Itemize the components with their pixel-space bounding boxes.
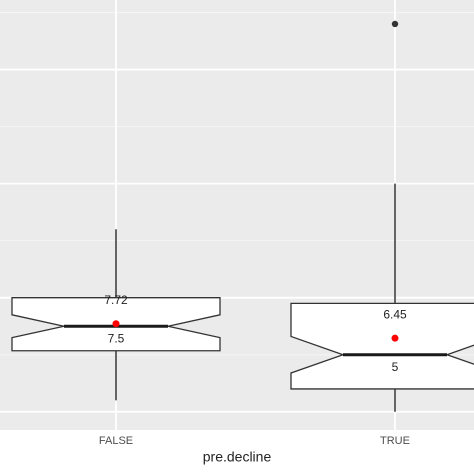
mean-point xyxy=(391,334,399,342)
mean-point xyxy=(112,320,120,328)
median-label: 5 xyxy=(392,360,399,374)
x-tick-label: FALSE xyxy=(99,435,133,447)
mean-label: 6.45 xyxy=(383,308,407,322)
x-axis-title: pre.decline xyxy=(203,449,272,465)
median-label: 7.5 xyxy=(108,331,125,345)
outlier xyxy=(391,20,399,28)
mean-label: 7.72 xyxy=(104,293,128,307)
box xyxy=(290,302,474,390)
x-tick-label: TRUE xyxy=(380,435,410,447)
